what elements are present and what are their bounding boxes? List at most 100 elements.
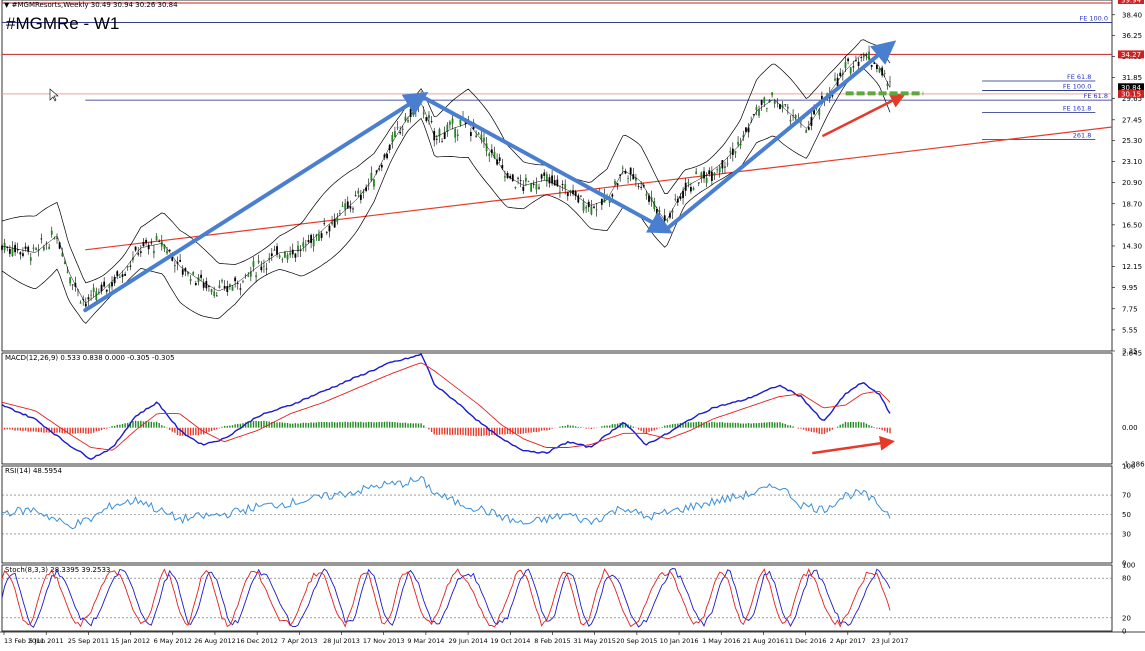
candle-body: [249, 271, 252, 277]
candle-body: [692, 188, 695, 190]
candle-body: [202, 282, 205, 288]
candle-body: [215, 295, 218, 297]
stoch-title: Stoch(8,3,3) 28.3395 39.2533: [5, 566, 110, 574]
stoch-main-line: [1, 568, 891, 629]
stoch-tick-label: 0: [1122, 628, 1126, 636]
candle-body: [553, 180, 556, 186]
candle-body: [35, 248, 37, 250]
candle-body: [247, 275, 250, 277]
candle-body: [645, 193, 648, 196]
candle-body: [187, 271, 189, 275]
candle-body: [666, 220, 669, 222]
candle-body: [514, 186, 517, 189]
candle-body: [168, 249, 171, 252]
candle-body: [113, 276, 116, 284]
stoch-tick-label: 20: [1122, 614, 1131, 622]
chart-title: #MGMRe - W1: [6, 14, 120, 33]
candle-body: [56, 237, 58, 239]
candle-body: [318, 234, 320, 241]
x-tick-label: 11 Dec 2016: [785, 637, 827, 645]
candle-body: [223, 285, 226, 289]
candle-body: [648, 195, 650, 202]
candle-body: [147, 244, 150, 250]
candle-body: [108, 284, 111, 289]
candle-body: [100, 284, 103, 292]
candle-body: [708, 170, 711, 174]
candle-body: [339, 213, 341, 214]
candle-body: [475, 135, 478, 137]
candle-body: [53, 238, 56, 240]
candle-body: [511, 174, 514, 182]
candle-body: [425, 117, 428, 122]
candle-body: [621, 167, 624, 169]
price-tick-label: 18.70: [1122, 200, 1142, 208]
candle-body: [255, 275, 257, 278]
candle-body: [569, 190, 572, 193]
candle-body: [490, 149, 493, 154]
price-tick-label: 31.85: [1122, 74, 1142, 82]
candle-body: [111, 282, 113, 287]
macd-title: MACD(12,26,9) 0.533 0.838 0.000 -0.305 -…: [5, 354, 175, 362]
rsi-tick-label: 0: [1122, 560, 1126, 568]
candle-body: [752, 114, 755, 115]
candle-body: [451, 118, 454, 124]
candle-body: [527, 181, 530, 182]
candle-body: [388, 145, 391, 151]
candle-body: [95, 291, 98, 300]
candle-body: [304, 244, 307, 246]
candle-body: [771, 92, 774, 96]
candle-body: [210, 289, 213, 293]
candle-body: [590, 206, 593, 215]
candle-body: [674, 198, 677, 200]
candle-body: [333, 218, 336, 228]
candle-body: [540, 174, 543, 179]
candle-body: [572, 190, 574, 195]
candle-body: [407, 119, 409, 122]
price-tick-label: 36.25: [1122, 32, 1142, 40]
candle-body: [273, 249, 276, 251]
candle-body: [585, 206, 588, 209]
candle-body: [399, 132, 402, 134]
candle-body: [532, 183, 535, 185]
rsi-line: [1, 475, 891, 530]
candle-body: [443, 132, 446, 139]
candle-body: [312, 239, 315, 247]
candle-body: [344, 203, 347, 210]
candle-body: [729, 151, 732, 153]
candle-body: [582, 201, 585, 211]
candle-body: [658, 210, 661, 212]
candle-body: [852, 66, 855, 68]
candle-body: [574, 191, 577, 196]
fib-level-label: FE 100.0: [1079, 14, 1108, 22]
candle-body: [653, 200, 656, 209]
candle-body: [6, 246, 9, 248]
price-tick-label: 9.95: [1122, 284, 1138, 292]
candle-body: [469, 132, 472, 137]
candle-body: [779, 104, 781, 109]
candle-body: [501, 165, 504, 169]
fib-level-label: FE 161.8: [1063, 105, 1092, 113]
candle-body: [742, 135, 745, 138]
candle-body: [213, 291, 216, 296]
candle-body: [19, 252, 22, 255]
candle-body: [145, 239, 147, 244]
candle-body: [438, 129, 441, 137]
candle-body: [710, 171, 713, 181]
candle-body: [200, 274, 202, 278]
candle-body: [22, 253, 24, 256]
x-tick-label: 16 Dec 2012: [236, 637, 278, 645]
candle-body: [137, 253, 140, 255]
candle-body: [517, 177, 519, 179]
x-tick-label: 20 Sep 2015: [616, 637, 657, 645]
candle-body: [134, 246, 137, 251]
candle-body: [375, 170, 378, 173]
candle-body: [700, 172, 703, 179]
candle-body: [849, 67, 852, 74]
candle-body: [519, 180, 522, 181]
candle-body: [844, 62, 847, 68]
candle-body: [365, 187, 368, 191]
x-tick-label: 23 Jul 2017: [872, 637, 909, 645]
candle-body: [530, 183, 533, 192]
candle-body: [124, 274, 127, 276]
